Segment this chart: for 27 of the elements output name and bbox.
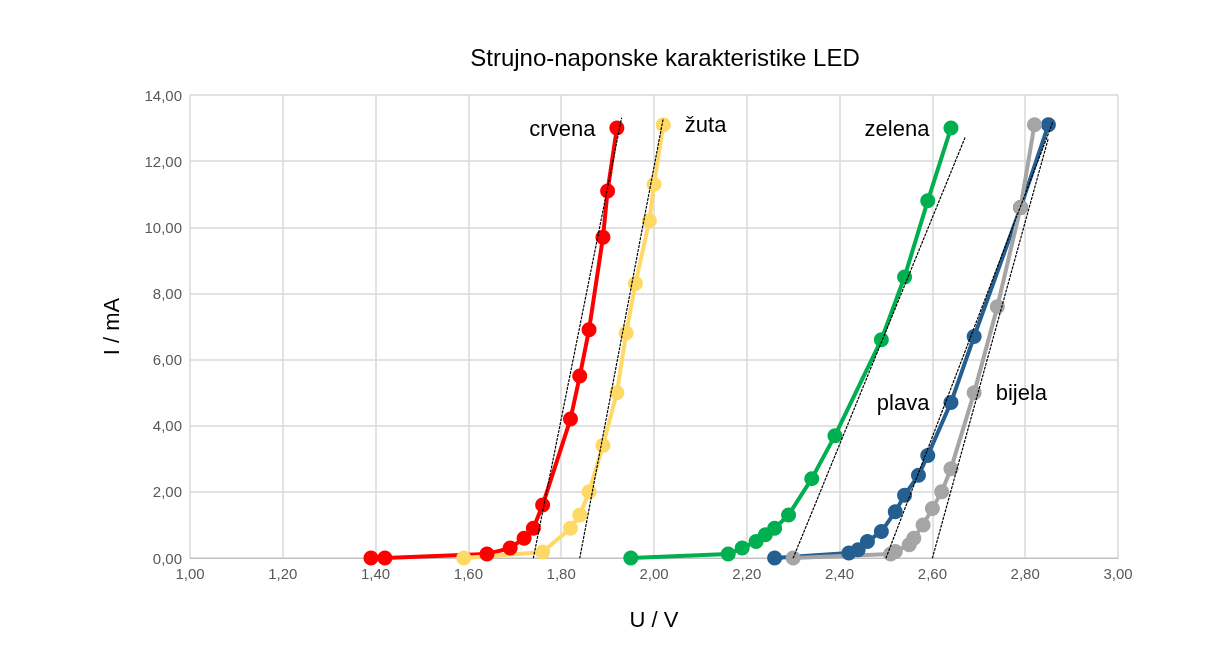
- x-tick-label: 2,80: [1010, 565, 1040, 582]
- y-tick-label: 14,00: [144, 86, 182, 104]
- x-axis-title: U / V: [629, 606, 679, 632]
- x-tick-label: 1,00: [175, 565, 205, 582]
- y-tick-label: 10,00: [144, 218, 182, 236]
- x-tick-label: 2,20: [732, 565, 762, 582]
- x-tick-label: 1,40: [361, 565, 391, 582]
- y-tick-label: 12,00: [144, 152, 182, 170]
- series-label: plava: [876, 390, 931, 416]
- series-label: zelena: [864, 115, 931, 141]
- y-axis-title: I / mA: [98, 297, 124, 356]
- series-label: žuta: [684, 112, 728, 138]
- x-tick-label: 1,60: [453, 565, 483, 582]
- y-tick-label: 8,00: [152, 284, 182, 302]
- series-label: crvena: [529, 115, 597, 141]
- x-tick-label: 3,00: [1103, 565, 1133, 582]
- y-tick-label: 4,00: [152, 417, 182, 435]
- series-label: bijela: [995, 380, 1048, 406]
- x-tick-label: 2,60: [917, 565, 947, 582]
- y-tick-label: 0,00: [152, 549, 182, 567]
- x-tick-label: 1,20: [268, 565, 298, 582]
- y-tick-label: 2,00: [152, 483, 182, 501]
- chart-title: Strujno-naponske karakteristike LED: [470, 43, 860, 71]
- x-tick-label: 2,00: [639, 565, 669, 582]
- x-tick-label: 2,40: [825, 565, 855, 582]
- x-tick-label: 1,80: [546, 565, 576, 582]
- y-tick-label: 6,00: [152, 351, 182, 369]
